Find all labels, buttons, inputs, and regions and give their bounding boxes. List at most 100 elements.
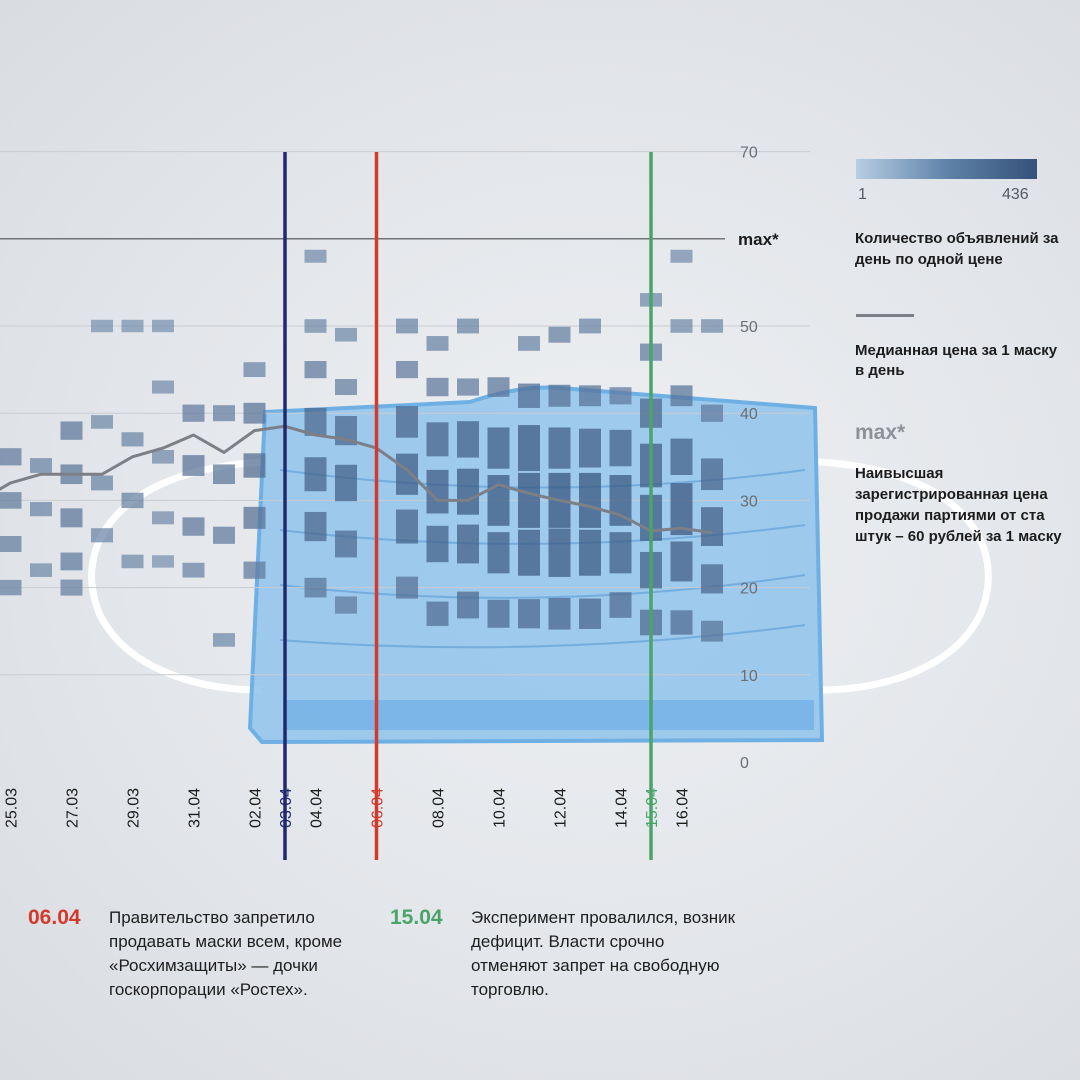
heatmap-cell [121,319,144,333]
heatmap-cell [243,506,266,529]
heatmap-cell [396,453,418,495]
heatmap-cell [701,620,723,642]
heatmap-cell [0,536,22,552]
heatmap-cell [304,319,327,333]
heatmap-cell [121,432,144,447]
heatmap-cell [182,455,205,476]
x-tick-label: 15.04 [644,788,661,828]
heatmap-cell [60,508,83,528]
count-gradient-legend [856,159,1037,179]
heatmap-cell [487,377,510,397]
heatmap-cell [579,385,601,407]
heatmap-cell [609,532,632,574]
gradient-max-label: 436 [1002,186,1029,203]
heatmap-cell [548,427,571,469]
heatmap-cell [152,555,174,568]
heatmap-cell [487,599,510,628]
y-tick-label: 10 [740,668,758,685]
heatmap-cell [457,378,479,396]
heatmap-cell [396,406,418,438]
heatmap-cell [670,385,693,407]
heatmap-cell [182,517,205,536]
x-tick-label: 03.04 [278,788,295,828]
heatmap-cell [548,597,571,630]
heatmap-cell [548,384,571,407]
heatmap-cell [304,249,327,263]
heatmap-cell [152,450,174,464]
x-tick-label: 27.03 [65,788,82,828]
heatmap-cell [518,383,540,408]
heatmap-cell [30,502,52,517]
heatmap-cell [396,318,418,334]
heatmap-cell [0,492,22,509]
heatmap-cell [182,562,205,578]
heatmap-cell [579,529,601,576]
heatmap-cell [304,361,327,379]
event-date-1504: 15.04 [390,906,443,929]
heatmap-cell [335,596,357,614]
heatmap-cell [304,577,327,598]
heatmap-cell [30,458,52,473]
heatmap-cell [60,552,83,571]
y-tick-label: 50 [740,319,758,336]
heatmap-cell [426,377,449,397]
heatmap-cell [0,579,22,596]
heatmap-cell [335,379,357,396]
heatmap-cell [91,528,113,543]
event-date-0604: 06.04 [28,906,81,929]
heatmap-cell [335,464,357,502]
heatmap-cell [457,421,479,458]
heatmap-cell [152,380,174,394]
gradient-min-label: 1 [858,186,867,203]
x-tick-label: 12.04 [553,788,570,828]
heatmap-cell [487,475,510,526]
heatmap-cell [609,592,632,618]
median-price-line [0,424,713,535]
heatmap-cell [91,319,113,333]
heatmap-cell [152,511,174,525]
heatmap-cell [457,591,479,619]
y-tick-label: 30 [740,493,758,510]
heatmap-cell [335,530,357,558]
x-tick-label: 04.04 [309,788,326,828]
heatmap-cell [701,507,723,546]
heatmap-cell [457,468,479,515]
x-tick-label: 16.04 [675,788,692,828]
event-text-0604: Правительство запретило продавать маски … [109,908,343,999]
heatmap-cell [152,319,174,333]
y-max-label: max* [738,230,779,249]
heatmap-cell [518,336,540,351]
heatmap-cell [91,415,113,429]
heatmap-cell [579,472,601,528]
y-tick-label: 0 [740,755,749,772]
heatmap-cell [304,511,327,542]
heatmap-cell [457,524,479,564]
heatmap-cell [121,492,144,509]
heatmap-cell [243,453,266,478]
heatmap-cell [670,319,693,333]
event-text-1504: Эксперимент провалился, возник дефицит. … [471,908,736,999]
heatmap-cell [548,326,571,343]
median-legend-title: Медианная цена за 1 маску в день [855,342,1058,379]
x-tick-label: 14.04 [614,788,631,828]
heatmap-cell [670,438,693,475]
heatmap-cell [60,421,83,440]
heatmap-cell [91,475,113,491]
max-legend-label: max* [855,421,906,444]
heatmap-cell [396,509,418,544]
heatmap-cell [426,601,449,626]
median-legend-swatch [856,314,914,317]
heatmap-cell [609,387,632,405]
heatmap-cell [426,525,449,563]
event-lines [283,152,653,860]
heatmap-cell [579,428,601,468]
median-line-group [0,424,713,535]
heatmap-cell [426,469,449,514]
heatmap-cell [426,422,449,457]
heatmap-cell [548,528,571,577]
heatmap-cell [213,526,235,544]
heatmap-cell [0,448,22,466]
y-axis-ticks: 0 10 20 30 40 50 70 max* [738,145,779,772]
heatmap-cell [182,404,205,422]
heatmap-cell [609,429,632,467]
